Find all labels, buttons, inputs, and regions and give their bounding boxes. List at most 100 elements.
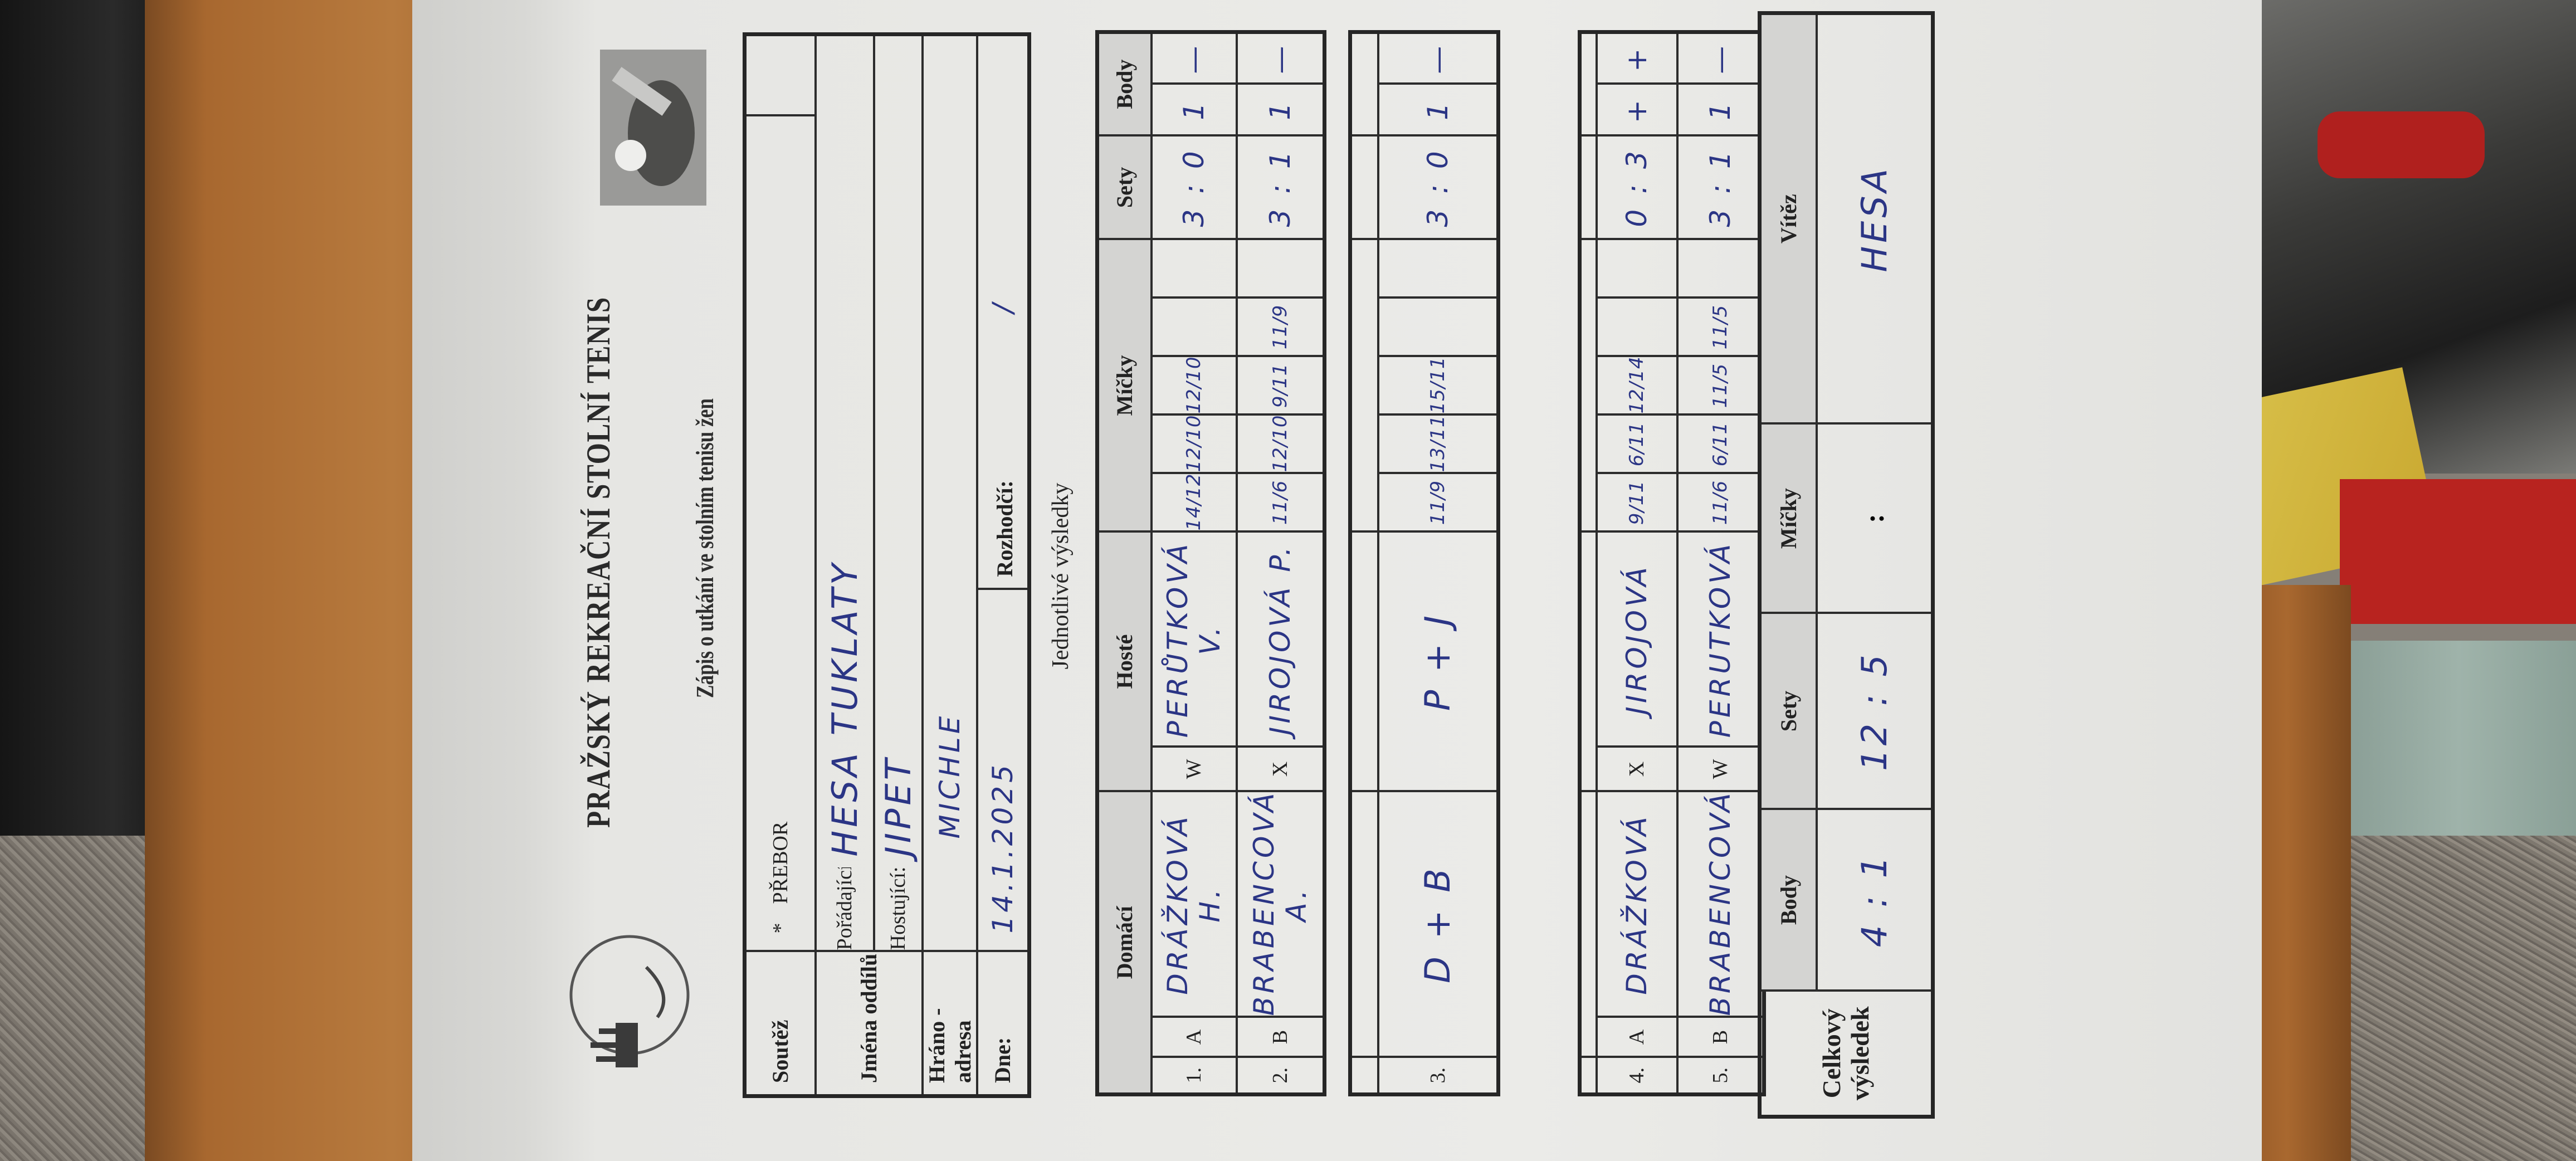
home-points: 1 [1677, 84, 1764, 136]
ball-score: 6/11 [1596, 414, 1677, 474]
home-points: 1 [1151, 84, 1237, 136]
ball-score [1378, 239, 1499, 298]
overall-points-value: 4 : 1 [1816, 809, 1933, 991]
ball-score [1151, 239, 1237, 298]
page-title: PRAŽSKÝ REKREAČNÍ STOLNÍ TENIS [580, 296, 617, 828]
home-player: DRÁŽKOVÁ H. [1151, 791, 1237, 1017]
match-row: 4. A DRÁŽKOVÁ X JIROJOVÁ 9/11 6/11 12/14 0 : 3 + + [1596, 32, 1677, 1095]
home-letter: A [1596, 1017, 1677, 1057]
guest-points: — [1151, 32, 1237, 84]
sets-score: 3 : 0 [1151, 135, 1237, 240]
guest-label: Hostující: [874, 867, 923, 952]
spacer-row [1579, 32, 1597, 1095]
competition-marker: * [768, 923, 792, 934]
results-table-singles-1: Domácí Hosté Míčky Sety Body 1. A DRÁŽKOVÁ H. W P… [1095, 30, 1326, 1096]
referee-label: Rozhodčí: [992, 480, 1017, 577]
competition-extra-box [744, 34, 816, 116]
home-player: DRÁŽKOVÁ [1596, 791, 1677, 1017]
guest-letter: X [1596, 747, 1677, 792]
guest-player: JIROJOVÁ [1596, 531, 1677, 747]
match-number: 2. [1236, 1057, 1325, 1095]
home-letter: B [1236, 1017, 1325, 1057]
ball-score: 12/14 [1596, 356, 1677, 415]
date-value: 14.1.2025 [977, 589, 1030, 952]
empty-cell [1350, 239, 1378, 532]
home-player: BRABENCOVÁ A. [1236, 791, 1325, 1017]
ball-score: 11/6 [1677, 473, 1764, 532]
carpet-background [2312, 836, 2576, 1161]
balls-header: Míčky [1097, 239, 1152, 532]
referee-cell: Rozhodčí: / [977, 34, 1030, 589]
guest-letter: X [1236, 747, 1325, 792]
ball-score [1596, 297, 1677, 357]
ball-score [1236, 239, 1325, 298]
organizer-value: HESA TUKLATY [815, 34, 874, 868]
empty-cell [1350, 791, 1378, 1057]
sets-score: 3 : 0 [1378, 135, 1499, 240]
referee-value: / [986, 300, 1019, 314]
guest-player: PERŮTKOVÁ V. [1151, 531, 1237, 747]
ball-score [1378, 297, 1499, 357]
guest-points: — [1236, 32, 1325, 84]
empty-cell [1350, 1057, 1378, 1095]
overall-balls-header: Míčky [1759, 423, 1817, 613]
home-player: D + B [1378, 791, 1499, 1057]
venue-value: MICHLE [922, 34, 977, 952]
competition-label: Soutěž [744, 951, 816, 1096]
results-table-singles-2: 4. A DRÁŽKOVÁ X JIROJOVÁ 9/11 6/11 12/14 0 : 3 + +… [1578, 30, 1766, 1096]
empty-cell [1579, 135, 1597, 240]
guest-points: — [1378, 32, 1499, 84]
guest-letter: W [1677, 747, 1764, 792]
match-row: 1. A DRÁŽKOVÁ H. W PERŮTKOVÁ V. 14/12 12/10 12/… [1151, 32, 1237, 1095]
ball-score: 14/12 [1151, 473, 1237, 532]
winner-header: Vítěz [1759, 13, 1817, 424]
guest-player: P + J [1378, 531, 1499, 792]
home-header: Domácí [1097, 791, 1152, 1095]
carpet-background [0, 836, 167, 1161]
empty-cell [1579, 32, 1597, 136]
guest-player: JIROJOVÁ P. [1236, 531, 1325, 747]
home-points: 1 [1378, 84, 1499, 136]
overall-points-header: Body [1759, 809, 1817, 991]
competition-value: PŘEBOR [768, 821, 792, 904]
empty-cell [1350, 531, 1378, 792]
overall-balls-value: : [1816, 423, 1933, 613]
score-sheet-form: PRAŽSKÝ REKREAČNÍ STOLNÍ TENIS Zápis o u… [412, 0, 2262, 1161]
competition-cell: * PŘEBOR [744, 115, 816, 952]
home-points: 1 [1236, 84, 1325, 136]
ball-score: 12/10 [1236, 414, 1325, 474]
organizer-label: Pořádající: [815, 867, 874, 952]
match-number: 3. [1378, 1057, 1499, 1095]
ball-score [1677, 239, 1764, 298]
overall-sets-header: Sety [1759, 613, 1817, 809]
page-subtitle: Zápis o utkání ve stolním tenisu žen [691, 398, 719, 698]
empty-cell [1350, 32, 1378, 136]
match-number: 1. [1151, 1057, 1237, 1095]
empty-cell [1579, 531, 1597, 792]
sets-score: 3 : 1 [1236, 135, 1325, 240]
venue-label: Hráno - adresa [922, 951, 977, 1096]
guest-value: JIPET [874, 34, 923, 868]
guest-points: — [1677, 32, 1764, 84]
ball-score: 12/10 [1151, 356, 1237, 415]
club-names-label: Jména oddílů [815, 951, 923, 1096]
ball-score: 9/11 [1596, 473, 1677, 532]
club-emblem-logo [569, 935, 690, 1067]
match-info-table: Soutěž * PŘEBOR Jména oddílů Pořádající:… [743, 32, 1031, 1098]
home-letter: A [1151, 1017, 1237, 1057]
ball-score [1596, 239, 1677, 298]
ball-score: 11/6 [1236, 473, 1325, 532]
ball-score: 11/5 [1677, 297, 1764, 357]
ball-score: 9/11 [1236, 356, 1325, 415]
match-row: 5. B BRABENCOVÁ W PERUTKOVÁ 11/6 6/11 11/5 11/5 3… [1677, 32, 1764, 1095]
sets-score: 3 : 1 [1677, 135, 1764, 240]
empty-cell [1579, 1057, 1597, 1095]
overall-sets-value: 12 : 5 [1816, 613, 1933, 809]
sets-header: Sety [1097, 135, 1152, 240]
match-number: 4. [1596, 1057, 1677, 1095]
points-header: Body [1097, 32, 1152, 136]
ball-score: 11/5 [1677, 356, 1764, 415]
home-player: BRABENCOVÁ [1677, 791, 1764, 1017]
